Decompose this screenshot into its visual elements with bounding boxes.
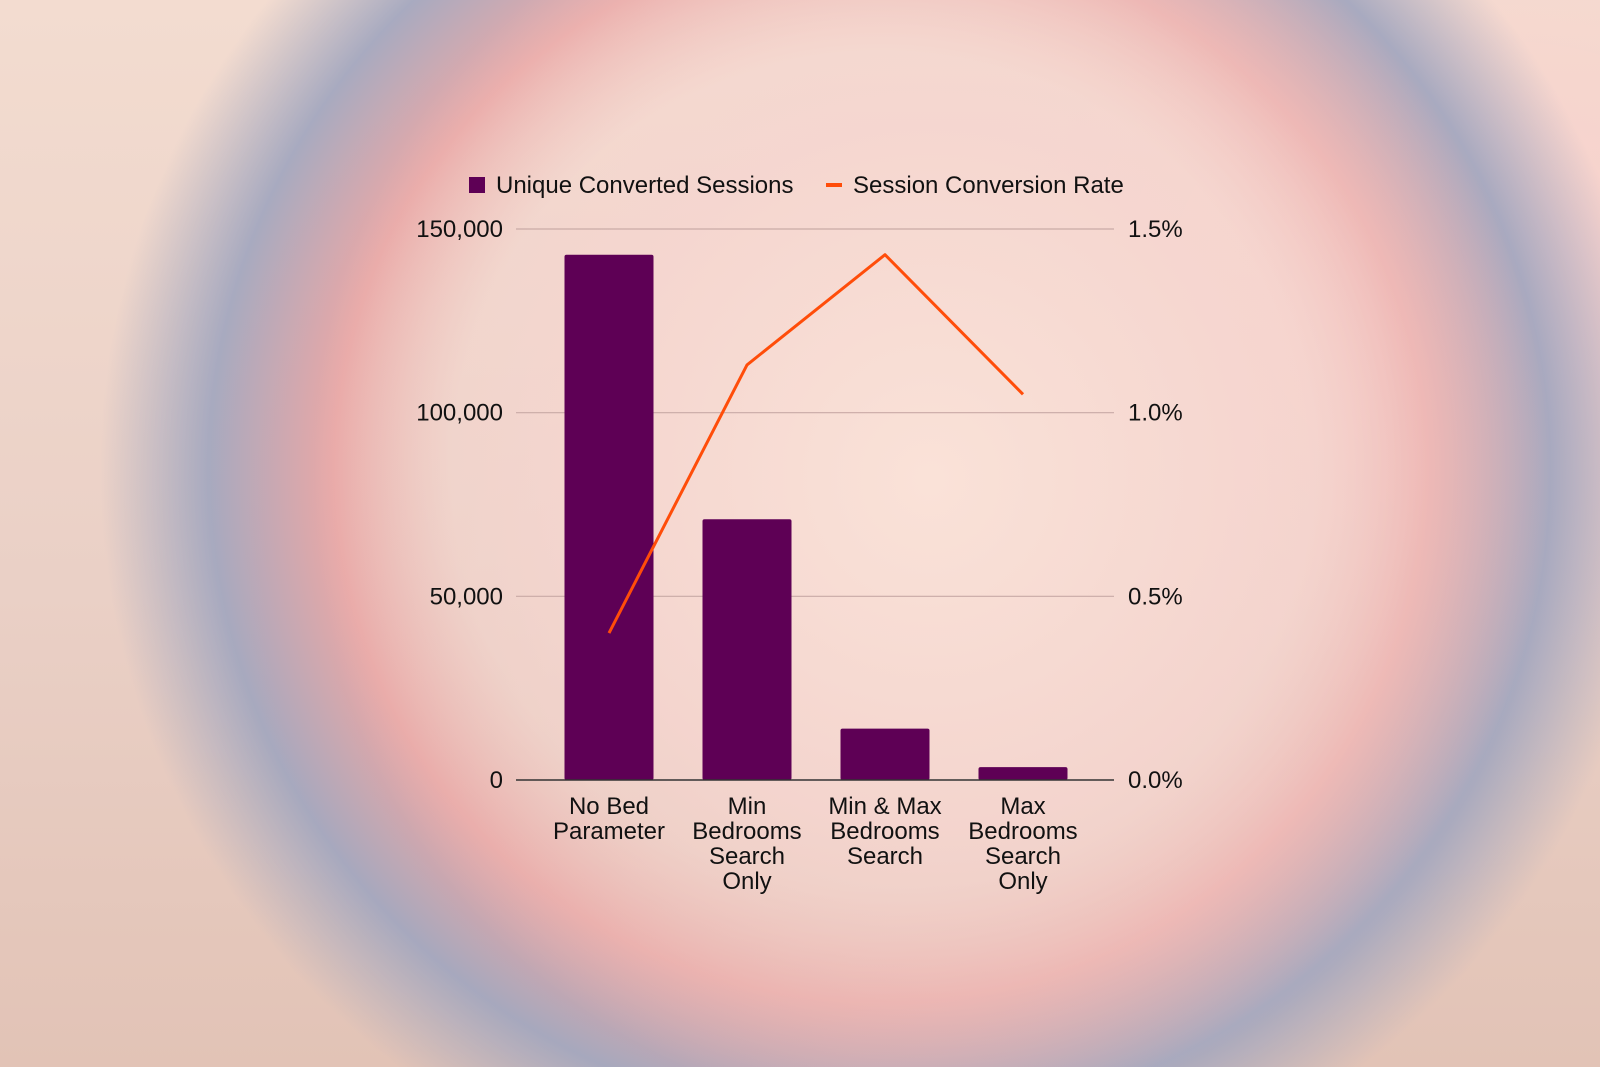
legend-label-rate: Session Conversion Rate xyxy=(853,172,1124,199)
left-tick-label: 0 xyxy=(490,767,503,794)
right-tick-label: 1.0% xyxy=(1128,400,1183,427)
line-series xyxy=(607,253,1025,634)
legend: Unique Converted Sessions Session Convers… xyxy=(469,172,1124,199)
left-axis-ticks: 0 50,000 100,000 150,000 xyxy=(416,216,503,794)
category-labels: No Bed Parameter Min Bedrooms Search Only Min … xyxy=(553,793,1078,895)
legend-label-sessions: Unique Converted Sessions xyxy=(496,172,794,199)
category-label: Min & Max Bedrooms Search xyxy=(828,793,941,870)
bar-series xyxy=(564,254,1068,781)
right-tick-label: 0.5% xyxy=(1128,583,1183,610)
right-tick-label: 0.0% xyxy=(1128,767,1183,794)
right-axis-ticks: 0.0% 0.5% 1.0% 1.5% xyxy=(1128,216,1183,794)
legend-swatch-line xyxy=(826,183,842,187)
conversion-rate-line xyxy=(607,253,1025,634)
category-label: Min Bedrooms Search Only xyxy=(692,793,801,895)
category-label: Max Bedrooms Search Only xyxy=(968,793,1077,895)
bar xyxy=(702,519,792,780)
bar xyxy=(840,728,930,780)
bar xyxy=(978,767,1068,780)
bar xyxy=(564,254,654,781)
left-tick-label: 150,000 xyxy=(416,216,503,243)
category-label: No Bed Parameter xyxy=(553,793,665,845)
legend-swatch-bar xyxy=(469,177,485,193)
left-tick-label: 100,000 xyxy=(416,400,503,427)
left-tick-label: 50,000 xyxy=(430,583,503,610)
right-tick-label: 1.5% xyxy=(1128,216,1183,243)
